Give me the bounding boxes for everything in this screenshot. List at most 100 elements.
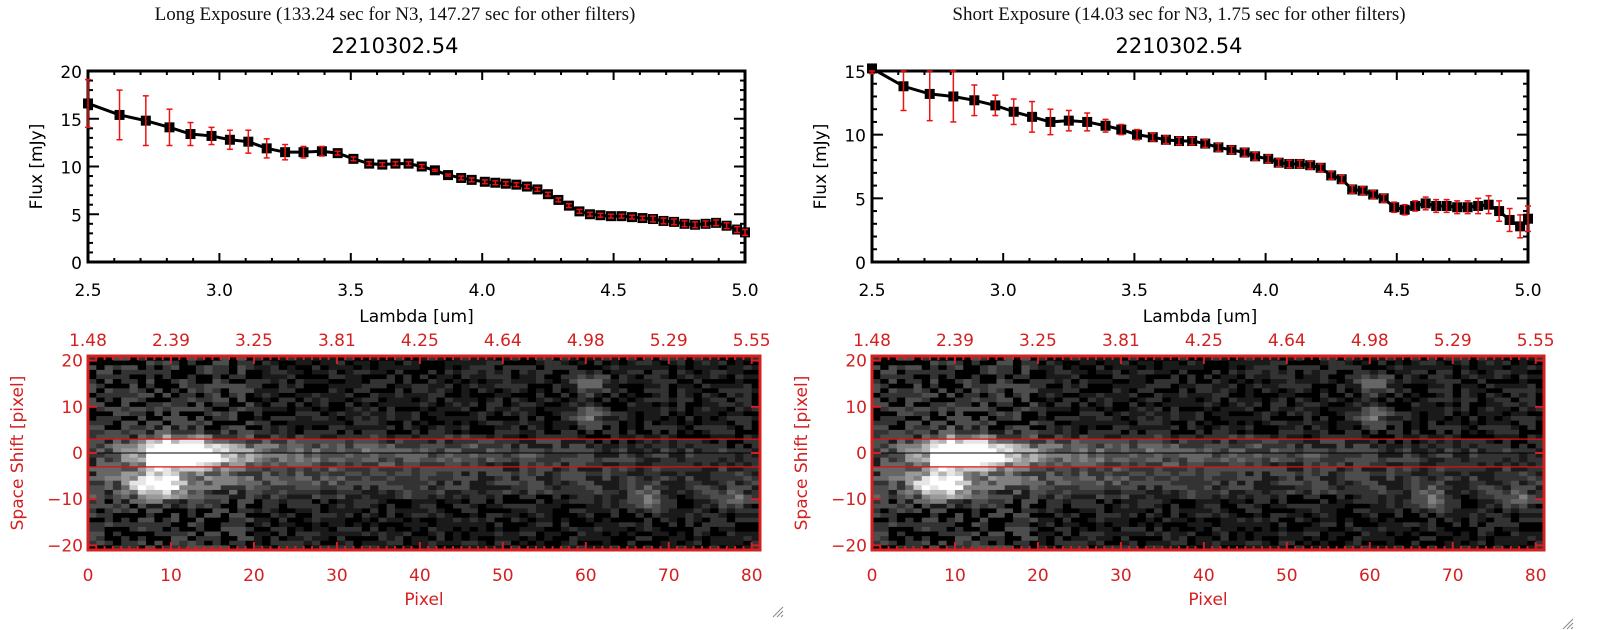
image-pixel bbox=[710, 471, 720, 477]
image-pixel bbox=[751, 402, 761, 408]
image-pixel bbox=[1295, 379, 1304, 385]
image-pixel bbox=[179, 443, 189, 449]
image-pixel bbox=[295, 476, 305, 482]
image-pixel bbox=[577, 383, 587, 389]
image-pixel bbox=[204, 448, 213, 454]
image-pixel bbox=[1228, 360, 1238, 366]
image-pixel bbox=[461, 383, 471, 389]
image-pixel bbox=[627, 503, 637, 509]
image-pixel bbox=[312, 494, 321, 500]
image-pixel bbox=[701, 508, 711, 514]
image-pixel bbox=[461, 522, 471, 528]
image-pixel bbox=[104, 420, 114, 426]
image-pixel bbox=[278, 443, 288, 449]
image-pixel bbox=[1203, 369, 1213, 375]
image-pixel bbox=[287, 406, 296, 412]
image-pixel bbox=[477, 434, 487, 440]
image-pixel bbox=[394, 397, 404, 403]
image-pixel bbox=[419, 434, 429, 440]
image-pixel bbox=[312, 425, 321, 431]
image-pixel bbox=[1477, 356, 1487, 362]
image-pixel bbox=[1054, 369, 1064, 375]
image-pixel bbox=[635, 531, 645, 537]
image-pixel bbox=[137, 485, 147, 491]
image-pixel bbox=[751, 494, 761, 500]
image-pixel bbox=[129, 476, 139, 482]
image-pixel bbox=[88, 365, 97, 371]
image-pixel bbox=[486, 434, 496, 440]
image-pixel bbox=[444, 480, 454, 486]
image-pixel bbox=[726, 453, 736, 459]
image-pixel bbox=[1510, 374, 1520, 380]
image-pixel bbox=[1261, 379, 1271, 385]
image-pixel bbox=[1079, 383, 1089, 389]
image-pixel bbox=[328, 471, 338, 477]
image-pixel bbox=[378, 540, 388, 546]
image-pixel bbox=[726, 489, 736, 496]
image-pixel bbox=[726, 434, 736, 440]
image-pixel bbox=[743, 531, 753, 537]
image-pixel bbox=[1187, 360, 1197, 366]
image-pixel bbox=[253, 536, 263, 542]
image-pixel bbox=[378, 429, 388, 436]
image-pixel bbox=[685, 360, 695, 366]
image-pixel bbox=[295, 360, 305, 366]
image-pixel bbox=[519, 508, 529, 514]
image-pixel bbox=[320, 489, 330, 496]
image-pixel bbox=[220, 499, 230, 505]
image-pixel bbox=[270, 388, 280, 394]
image-pixel bbox=[536, 365, 545, 371]
image-pixel bbox=[419, 494, 429, 500]
image-pixel bbox=[527, 416, 537, 422]
image-pixel bbox=[668, 360, 678, 366]
image-pixel bbox=[112, 453, 122, 459]
image-pixel bbox=[519, 462, 529, 468]
image-pixel bbox=[419, 522, 429, 528]
image-pixel bbox=[220, 356, 230, 362]
image-pixel bbox=[494, 360, 504, 366]
image-pixel bbox=[652, 360, 661, 366]
image-pixel bbox=[386, 443, 396, 449]
image-pixel bbox=[1452, 356, 1462, 362]
error-bar bbox=[1464, 200, 1471, 215]
image-pixel bbox=[1062, 374, 1072, 380]
image-pixel bbox=[560, 531, 570, 537]
image-pixel bbox=[635, 499, 645, 505]
image-pixel bbox=[262, 503, 272, 509]
image-pixel bbox=[1485, 379, 1495, 385]
image-pixel bbox=[693, 439, 703, 445]
image-pixel bbox=[701, 489, 711, 496]
error-bar bbox=[586, 211, 593, 217]
image-pixel bbox=[394, 457, 404, 463]
image-pixel bbox=[312, 522, 321, 528]
image-pixel bbox=[652, 499, 661, 505]
image-pixel bbox=[295, 448, 305, 454]
image-pixel bbox=[735, 545, 744, 551]
image-pixel bbox=[1120, 379, 1130, 385]
image-pixel bbox=[237, 360, 247, 366]
image-pixel bbox=[660, 494, 670, 500]
image-pixel bbox=[905, 356, 914, 362]
image-pixel bbox=[204, 402, 213, 408]
image-pixel bbox=[436, 517, 446, 523]
image-pixel bbox=[946, 356, 956, 362]
image-pixel bbox=[602, 383, 612, 389]
image-pixel bbox=[295, 471, 305, 477]
image-pixel bbox=[913, 383, 923, 389]
image-pixel bbox=[411, 457, 421, 463]
image-pixel bbox=[1527, 379, 1537, 385]
image-pixel bbox=[179, 531, 189, 537]
image-pixel bbox=[312, 392, 321, 399]
image-pixel bbox=[245, 443, 255, 449]
image-pixel bbox=[735, 443, 744, 449]
image-pixel bbox=[112, 540, 122, 546]
image-pixel bbox=[154, 471, 164, 477]
image-pixel bbox=[577, 434, 587, 440]
image-pixel bbox=[154, 526, 164, 533]
image-pixel bbox=[718, 476, 728, 482]
image-pixel bbox=[888, 388, 898, 394]
image-pixel bbox=[88, 508, 97, 514]
image-pixel bbox=[1104, 374, 1114, 380]
image-pixel bbox=[963, 365, 973, 371]
image-pixel bbox=[594, 540, 603, 546]
